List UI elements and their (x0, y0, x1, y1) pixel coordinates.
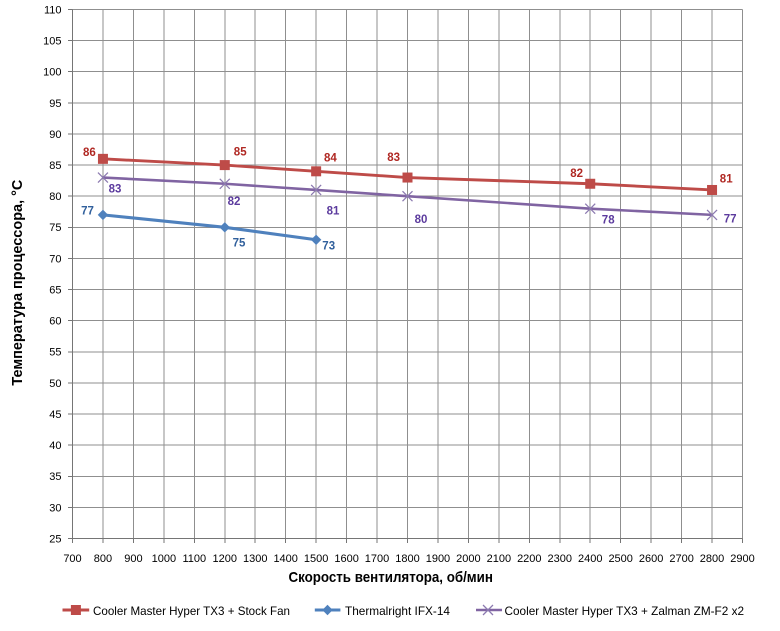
svg-text:73: 73 (322, 240, 335, 252)
svg-text:1000: 1000 (152, 553, 176, 565)
svg-text:40: 40 (49, 440, 61, 452)
svg-text:2500: 2500 (608, 553, 632, 565)
svg-text:70: 70 (49, 253, 61, 265)
svg-text:65: 65 (49, 284, 61, 296)
svg-text:82: 82 (570, 168, 583, 180)
svg-text:2100: 2100 (487, 553, 511, 565)
svg-text:Температура процессора, °C: Температура процессора, °C (9, 179, 26, 385)
svg-text:77: 77 (724, 213, 737, 225)
svg-text:1600: 1600 (334, 553, 358, 565)
svg-text:Cooler Master Hyper TX3 + Stoc: Cooler Master Hyper TX3 + Stock Fan (93, 604, 290, 618)
svg-text:1500: 1500 (304, 553, 328, 565)
svg-text:78: 78 (602, 215, 615, 227)
svg-text:30: 30 (49, 502, 61, 514)
svg-text:800: 800 (94, 553, 112, 565)
svg-text:1800: 1800 (395, 553, 419, 565)
svg-text:1200: 1200 (213, 553, 237, 565)
svg-text:35: 35 (49, 471, 61, 483)
svg-text:80: 80 (49, 191, 61, 203)
svg-text:75: 75 (49, 222, 61, 234)
svg-text:Скорость вентилятора, об/мин: Скорость вентилятора, об/мин (288, 569, 493, 586)
svg-text:2400: 2400 (578, 553, 602, 565)
svg-text:110: 110 (44, 4, 62, 16)
svg-text:81: 81 (327, 205, 340, 217)
svg-text:2700: 2700 (669, 553, 693, 565)
svg-text:105: 105 (43, 36, 61, 48)
svg-text:85: 85 (234, 146, 247, 158)
svg-text:82: 82 (228, 196, 241, 208)
svg-text:1900: 1900 (426, 553, 450, 565)
svg-text:1400: 1400 (273, 553, 297, 565)
svg-text:Cooler Master Hyper TX3 + Zalm: Cooler Master Hyper TX3 + Zalman ZM-F2 x… (505, 604, 745, 618)
svg-text:55: 55 (49, 347, 61, 359)
svg-text:1300: 1300 (243, 553, 267, 565)
svg-text:2300: 2300 (548, 553, 572, 565)
svg-text:2000: 2000 (456, 553, 480, 565)
svg-text:50: 50 (49, 378, 61, 390)
svg-text:2600: 2600 (639, 553, 663, 565)
svg-text:700: 700 (63, 553, 81, 565)
svg-text:86: 86 (83, 147, 96, 159)
svg-text:60: 60 (49, 316, 61, 328)
svg-text:100: 100 (43, 67, 61, 79)
svg-text:95: 95 (49, 98, 61, 110)
svg-text:90: 90 (49, 129, 61, 141)
svg-text:77: 77 (81, 205, 94, 217)
svg-text:81: 81 (720, 174, 733, 186)
svg-text:2900: 2900 (730, 553, 754, 565)
svg-text:75: 75 (233, 237, 246, 249)
svg-text:84: 84 (324, 152, 337, 164)
svg-text:45: 45 (49, 409, 61, 421)
svg-text:1700: 1700 (365, 553, 389, 565)
svg-text:1100: 1100 (182, 553, 206, 565)
svg-text:25: 25 (49, 533, 61, 545)
svg-text:2800: 2800 (700, 553, 724, 565)
svg-text:80: 80 (415, 214, 428, 226)
svg-text:900: 900 (124, 553, 142, 565)
svg-text:Thermalright IFX-14: Thermalright IFX-14 (345, 604, 450, 618)
svg-text:2200: 2200 (517, 553, 541, 565)
svg-text:83: 83 (387, 152, 400, 164)
svg-text:83: 83 (109, 184, 122, 196)
svg-text:85: 85 (49, 160, 61, 172)
